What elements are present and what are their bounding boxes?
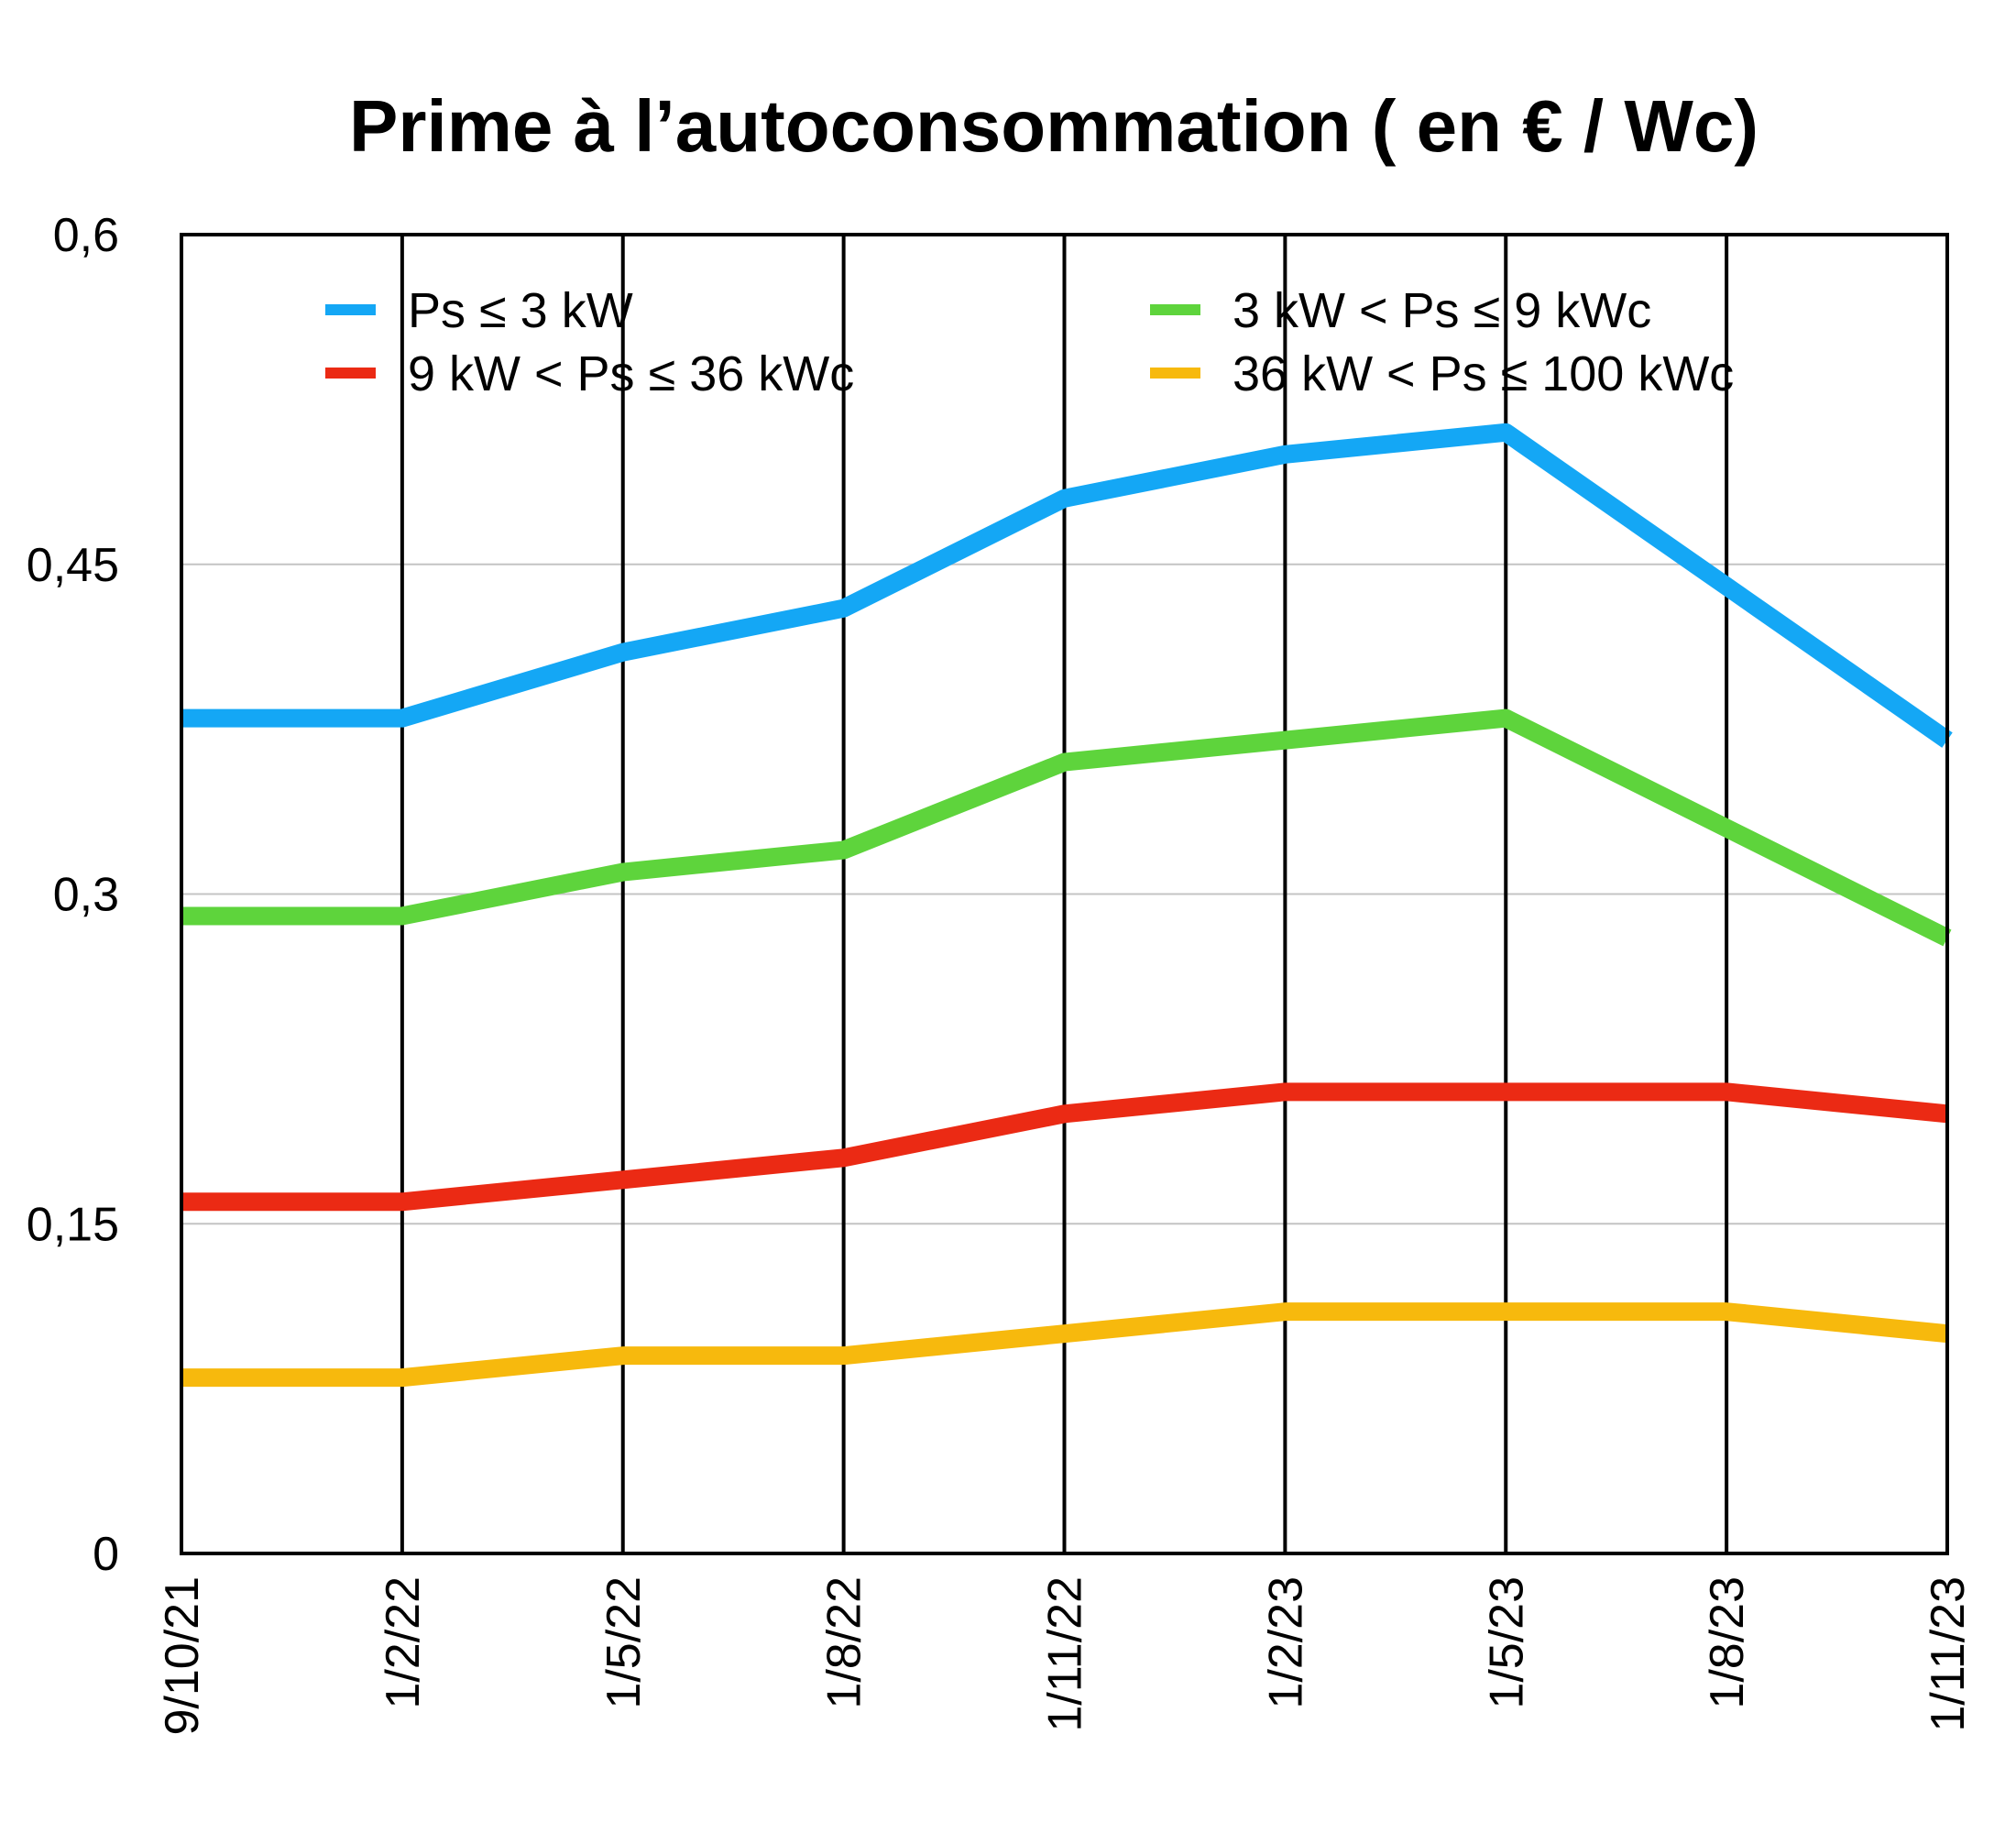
legend-label-0: Ps ≤ 3 kW <box>408 283 633 338</box>
series-line-0 <box>181 423 1953 748</box>
x-tick-label: 1/5/22 <box>597 1576 651 1709</box>
x-tick-label: 1/11/23 <box>1922 1576 1975 1732</box>
chart-title: Prime à l’autoconsommation ( en € / Wc) <box>349 85 1759 167</box>
y-tick-label: 0,6 <box>53 209 119 262</box>
y-tick-label: 0 <box>93 1528 119 1581</box>
x-tick-label: 1/5/23 <box>1480 1576 1533 1709</box>
series-lines <box>181 423 1953 1388</box>
x-tick-label: 1/11/22 <box>1039 1576 1092 1732</box>
x-tick-label: 1/8/23 <box>1701 1576 1754 1709</box>
y-tick-label: 0,45 <box>27 539 119 592</box>
x-tick-label: 1/2/23 <box>1259 1576 1312 1709</box>
series-line-3 <box>181 1302 1948 1388</box>
legend-label-2: 9 kW < Ps ≤ 36 kWc <box>408 346 854 401</box>
y-axis: 0 0,15 0,3 0,45 0,6 <box>27 209 119 1581</box>
y-tick-label: 0,15 <box>27 1198 119 1251</box>
legend: Ps ≤ 3 kW 3 kW < Ps ≤ 9 kWc 9 kW < Ps ≤ 36… <box>325 283 1734 401</box>
grid <box>181 235 1947 1553</box>
series-line-2 <box>181 1082 1948 1212</box>
series-line-1 <box>181 708 1952 947</box>
legend-label-1: 3 kW < Ps ≤ 9 kWc <box>1233 283 1651 338</box>
x-tick-label: 1/8/22 <box>818 1576 871 1709</box>
plot-frame <box>180 233 1949 1555</box>
x-axis: 9/10/21 1/2/22 1/5/22 1/8/22 1/11/22 1/2/23 1/… <box>156 1576 1975 1736</box>
y-tick-label: 0,3 <box>53 869 119 922</box>
x-tick-label: 9/10/21 <box>156 1576 209 1736</box>
legend-label-3: 36 kW < Ps ≤ 100 kWc <box>1233 346 1734 401</box>
x-tick-label: 1/2/22 <box>377 1576 430 1709</box>
plot-border <box>180 233 1949 1555</box>
